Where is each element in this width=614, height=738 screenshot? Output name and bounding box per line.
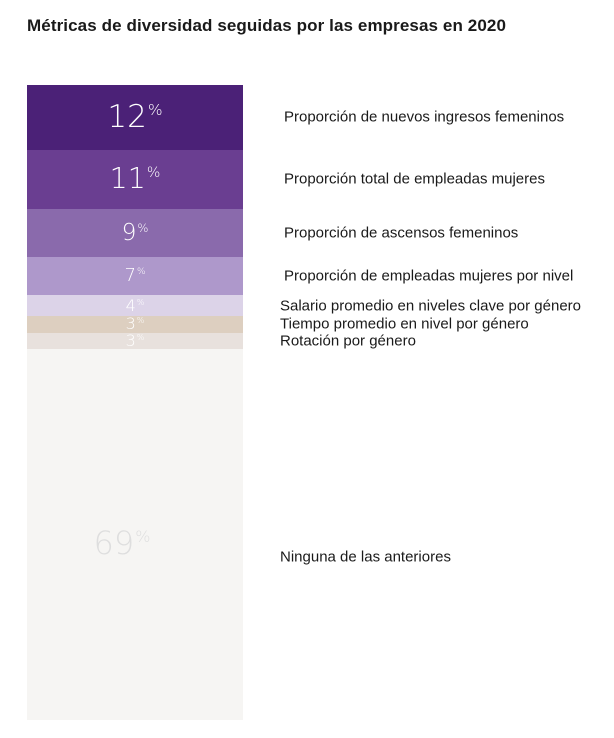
bar-segment: 69% [27,348,243,720]
stacked-bar: 12% 11% 9% 7% 4% 3% 3% 69% [27,85,243,720]
category-label: Proporción total de empleadas mujeres [284,170,545,188]
value-label: 69% [93,523,151,562]
bar-segment: 11% [27,149,243,209]
bar-segment: 9% [27,208,243,258]
chart-title: Métricas de diversidad seguidas por las … [27,16,506,35]
value-label: 11% [109,161,161,195]
bar-segment: 3% [27,314,243,334]
bar-segment: 4% [27,294,243,317]
category-label: Rotación por género [280,332,416,350]
category-label: Ninguna de las anteriores [280,548,451,566]
bar-segment: 12% [27,85,243,150]
category-label: Salario promedio en niveles clave por gé… [280,297,582,315]
value-label: 3% [125,330,145,350]
category-label: Proporción de ascensos femeninos [284,224,519,242]
value-label: 4% [125,295,145,315]
category-label: Proporción de nuevos ingresos femeninos [284,108,565,126]
value-label: 12% [107,98,163,135]
value-label: 7% [124,264,146,286]
category-label: Tiempo promedio en nivel por género [280,315,529,333]
value-label: 9% [121,219,149,247]
bar-segment: 3% [27,330,243,350]
category-label: Proporción de empleadas mujeres por nive… [284,267,574,285]
bar-segment: 7% [27,257,243,295]
value-label: 3% [125,314,145,334]
